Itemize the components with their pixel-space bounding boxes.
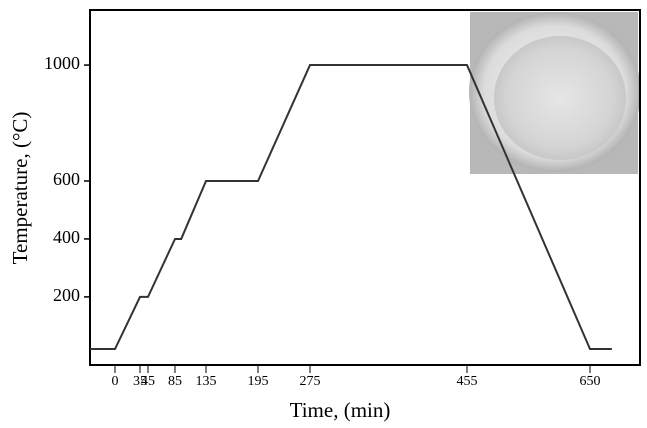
photo [469,12,641,174]
x-tick-label: 195 [248,374,269,389]
x-axis-label: Time, (min) [290,398,391,422]
x-tick-label: 650 [580,374,601,389]
x-tick-label: 45 [141,374,155,389]
x-tick-label: 35 [133,374,147,389]
line [90,64,612,351]
y-axis-label: Temperature, (°C) [8,112,32,265]
x-tick-label: 275 [300,374,321,389]
x-tick-label: 455 [457,374,478,389]
y-tick-label: 400 [53,227,80,247]
plot-frame [89,9,641,366]
x-tick-label: 0 [112,374,119,389]
x-tick-label: 85 [168,374,182,389]
x-tick-label: 135 [196,374,217,389]
y-tick-label: 600 [53,169,80,189]
y-tick-label: 200 [53,285,80,305]
y-tick-label: 1000 [44,53,80,73]
